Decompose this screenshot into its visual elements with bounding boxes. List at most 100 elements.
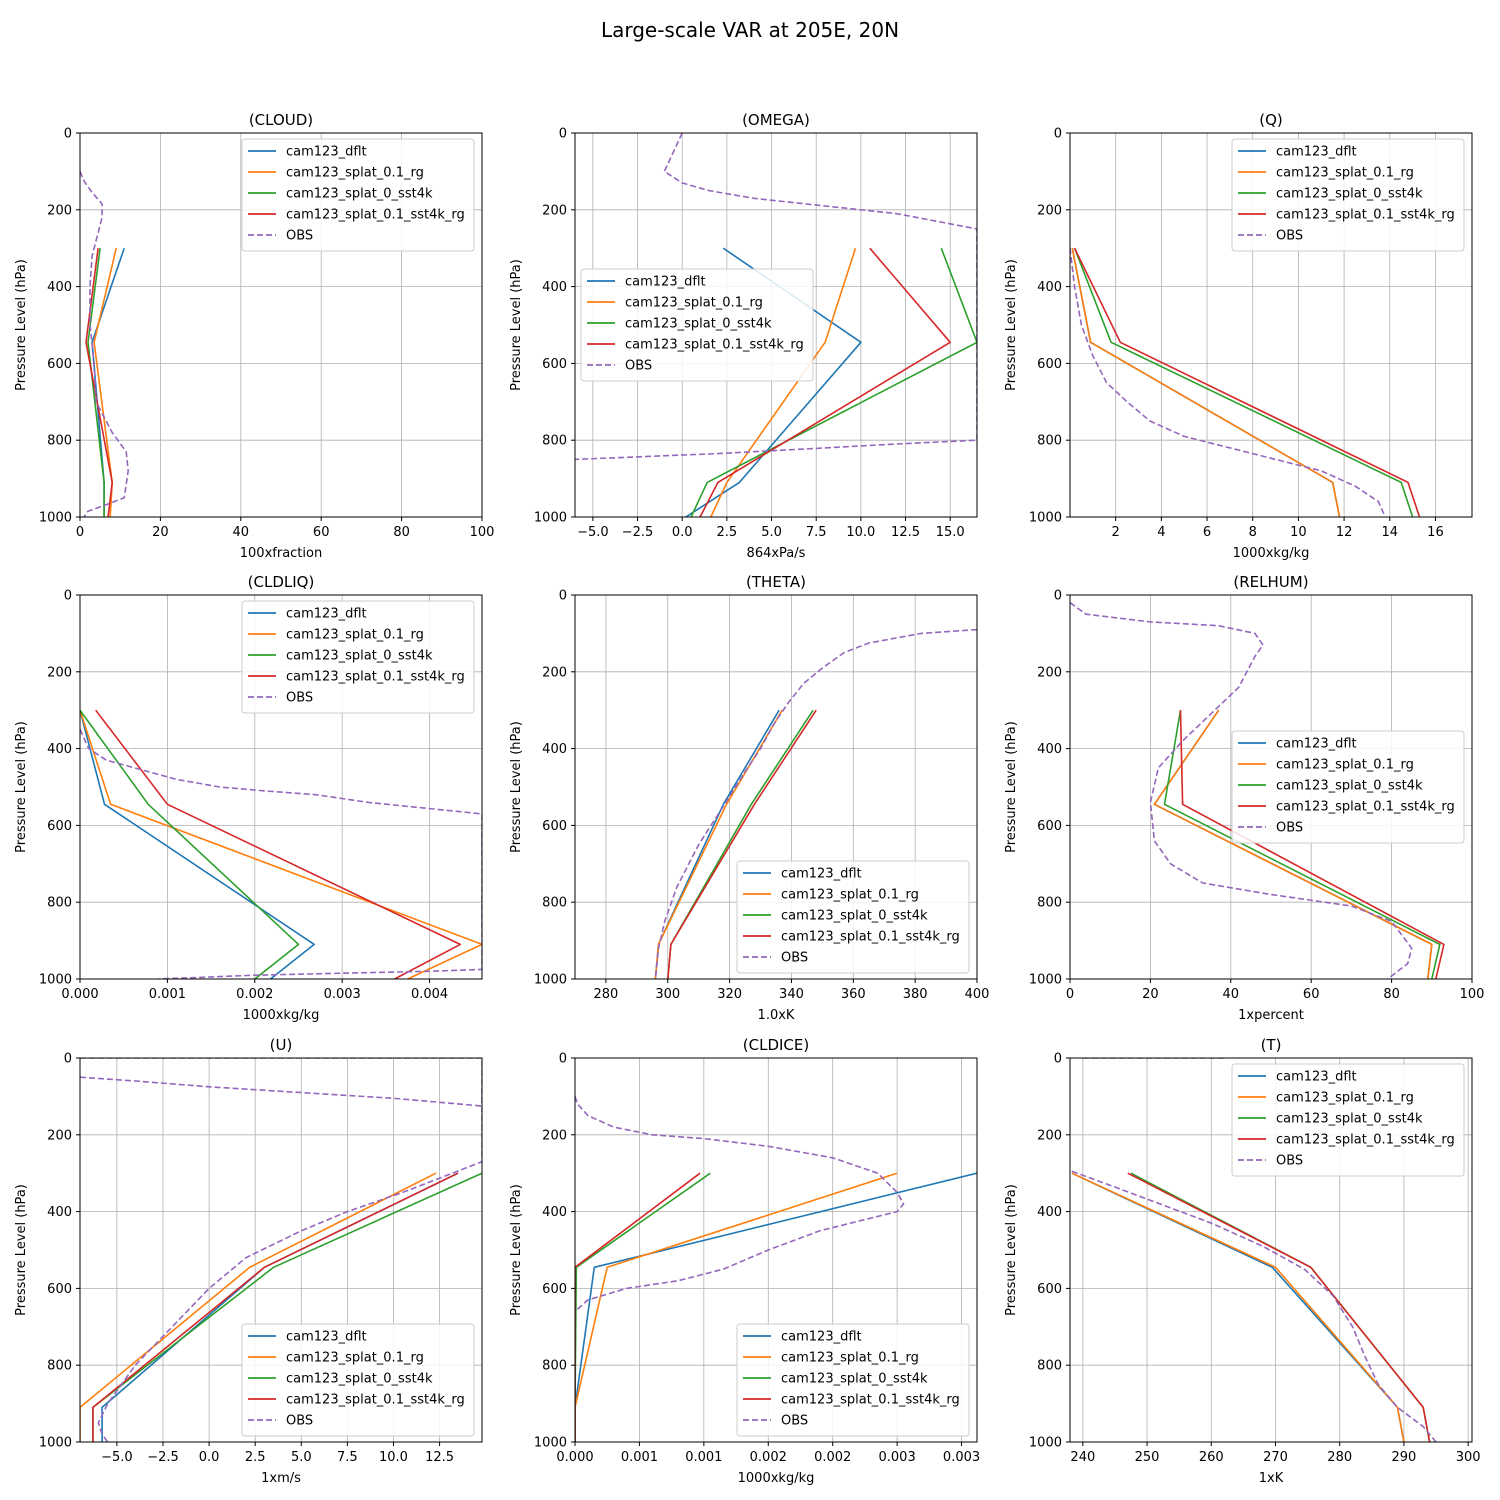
y-tick-label: 0 [1054,127,1062,142]
x-tick-label: 380 [903,987,928,1002]
y-tick-label: 600 [47,357,72,372]
legend-label: cam123_splat_0.1_rg [1276,1091,1414,1106]
y-tick-label: 0 [1054,1052,1062,1067]
y-tick-label: 200 [47,665,72,680]
legend-label: cam123_splat_0.1_rg [286,628,424,643]
x-tick-label: 0.004 [411,987,448,1002]
x-tick-label: 240 [1070,1450,1095,1465]
y-tick-label: 200 [47,203,72,218]
legend: cam123_dflt cam123_splat_0.1_rg cam123_spl… [241,600,475,714]
legend-label: OBS [781,951,808,966]
legend-label: cam123_dflt [781,1330,862,1345]
legend-label: cam123_splat_0_sst4k [286,1372,433,1387]
x-tick-label: 0.0 [199,1450,220,1465]
legend-label: cam123_splat_0.1_rg [781,888,919,903]
legend-label: OBS [286,691,313,706]
y-tick-label: 400 [47,742,72,757]
legend-label: OBS [1276,229,1303,244]
y-axis-label: Pressure Level (hPa) [1004,721,1019,853]
x-tick-label: 0 [76,525,84,540]
series-line-cam123_splat_0-1_rg [1153,709,1433,979]
series-line-cam123_splat_0-1_rg [80,1172,437,1442]
y-tick-label: 600 [47,1282,72,1297]
legend-label: cam123_splat_0.1_rg [781,1351,919,1366]
legend-label: cam123_splat_0_sst4k [286,649,433,664]
y-tick-label: 200 [1037,1128,1062,1143]
x-tick-label: 20 [1142,987,1159,1002]
legend-label: cam123_splat_0.1_sst4k_rg [781,930,960,945]
legend-label: cam123_splat_0.1_sst4k_rg [286,208,465,223]
y-axis-label: Pressure Level (hPa) [14,1184,29,1316]
x-tick-label: 100 [470,525,495,540]
y-tick-label: 800 [1037,1359,1062,1374]
series-group [654,628,977,979]
x-tick-label: 320 [717,987,742,1002]
series-line-cam123_splat_0-1_sst4k_rg [95,709,462,979]
x-tick-label: 12.5 [425,1450,454,1465]
y-tick-label: 200 [542,203,567,218]
y-tick-label: 0 [1054,589,1062,604]
x-tick-label: 40 [1223,987,1240,1002]
y-tick-label: 0 [64,589,72,604]
y-tick-label: 0 [559,1052,567,1067]
legend-label: OBS [1276,821,1303,836]
axes-frame [1069,132,1473,518]
series-line-cam123_splat_0_sst4k [690,247,977,517]
y-tick-label: 1000 [1029,511,1062,526]
legend-label: cam123_splat_0.1_sst4k_rg [625,338,804,353]
series-line-cam123_splat_0_sst4k [1073,247,1414,517]
axes-frame [574,1057,978,1443]
legend-label: cam123_splat_0_sst4k [1276,779,1423,794]
x-tick-label: 0.001 [685,1450,722,1465]
legend: cam123_dflt cam123_splat_0.1_rg cam123_spl… [1231,1063,1465,1177]
x-tick-label: 0.002 [236,987,273,1002]
x-tick-label: 270 [1263,1450,1288,1465]
x-tick-label: 7.5 [337,1450,358,1465]
x-tick-label: 260 [1199,1450,1224,1465]
subplot-q: 2 4 6 8 10 12 14 16 0 200 400 600 800 1000 (Q) 1000xkg/… [1004,111,1473,561]
legend-label: cam123_splat_0_sst4k [625,317,772,332]
subplot-title: (CLOUD) [249,111,313,129]
y-tick-label: 1000 [534,973,567,988]
legend-label: cam123_splat_0.1_sst4k_rg [1276,1133,1455,1148]
series-line-cam123_splat_0-1_sst4k_rg [1073,247,1421,517]
subplot-title: (OMEGA) [742,111,810,129]
series-line-OBS [80,1058,482,1442]
x-tick-label: −2.5 [622,525,654,540]
x-tick-label: 400 [965,987,990,1002]
legend-box [580,268,814,382]
y-tick-label: 0 [559,589,567,604]
y-tick-label: 400 [47,1205,72,1220]
series-line-cam123_splat_0_sst4k [575,1172,711,1442]
y-tick-label: 400 [1037,742,1062,757]
x-tick-label: 0.001 [149,987,186,1002]
y-tick-label: 400 [542,1205,567,1220]
x-tick-label: 12.5 [891,525,920,540]
legend: cam123_dflt cam123_splat_0.1_rg cam123_spl… [241,138,475,252]
subplot-theta: 280 300 320 340 360 380 400 0 200 400 600 800 1000 (T… [509,573,989,1023]
legend-label: cam123_splat_0.1_sst4k_rg [1276,800,1455,815]
series-line-cam123_splat_0-1_rg [1071,248,1341,517]
x-tick-label: 0 [1066,987,1074,1002]
x-tick-label: 280 [1327,1450,1352,1465]
x-axis-label: 1.0xK [758,1008,795,1023]
y-tick-label: 200 [1037,203,1062,218]
x-tick-label: 5.0 [761,525,782,540]
legend-label: cam123_splat_0_sst4k [1276,1112,1423,1127]
subplot-title: (CLDICE) [743,1036,809,1054]
series-line-OBS [80,171,129,517]
axes-frame [79,132,483,518]
x-tick-label: 2 [1112,525,1120,540]
series-line-cam123_splat_0-1_rg [80,709,482,979]
legend-box [736,860,970,974]
subplot-relhum: 0 20 40 60 80 10002004006008001000(RELHUM)1xp… [1004,573,1484,1023]
legend-label: cam123_dflt [781,867,862,882]
series-line-OBS [1071,1170,1437,1442]
x-tick-label: 60 [1303,987,1320,1002]
series-group [1070,602,1445,979]
y-tick-label: 1000 [39,973,72,988]
x-axis-label: 1xpercent [1238,1008,1304,1023]
x-tick-label: 80 [1383,987,1400,1002]
series-line-cam123_splat_0-1_sst4k_rg [85,248,113,517]
subplot-u: −5.0 −2.5 0.0 2.5 5.0 7.5 10.0 12.5 0 200 400 600 80… [14,1036,483,1486]
